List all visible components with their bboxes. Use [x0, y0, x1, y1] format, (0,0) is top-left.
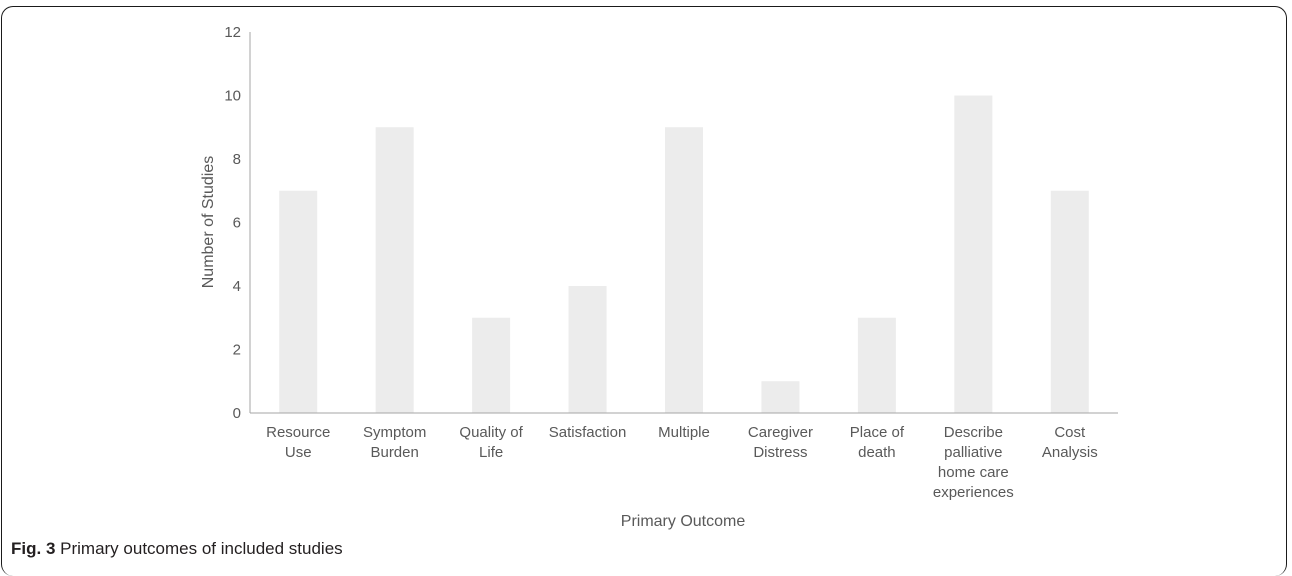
bar-8: [1050, 190, 1089, 413]
y-tick-label: 4: [233, 278, 241, 295]
figure-caption: Fig. 3 Primary outcomes of included stud…: [11, 539, 343, 559]
y-tick-label: 10: [224, 88, 241, 105]
x-tick-label: Cost Analysis: [1042, 424, 1098, 461]
y-tick-label: 6: [233, 215, 241, 232]
bar-6: [857, 317, 896, 413]
axes-group: [249, 32, 1118, 414]
bars-group: [279, 95, 1089, 413]
y-ticks-group: 0 2 4 6 8 10 12: [224, 24, 241, 422]
figure-caption-text: Primary outcomes of included studies: [55, 539, 343, 558]
y-axis-label: Number of Studies: [200, 156, 217, 289]
bar-4: [665, 127, 703, 413]
bar-5: [761, 381, 800, 413]
x-tick-label: Quality of Life: [459, 424, 523, 461]
y-tick-label: 12: [224, 24, 241, 41]
x-axis-label: Primary Outcome: [621, 513, 746, 530]
bar-3: [568, 286, 607, 413]
x-tick-label: Place of death: [850, 424, 905, 461]
bar-0: [279, 190, 318, 413]
x-tick-label: Multiple: [658, 424, 710, 441]
bar-1: [375, 127, 414, 413]
figure-number: Fig. 3: [11, 539, 56, 558]
bar-7: [954, 95, 993, 413]
x-ticks-group: Resource Use Symptom Burden Quality of Life Sa…: [266, 424, 1098, 501]
x-tick-label: Describe palliative home care experiences: [933, 424, 1014, 501]
figure-frame: [1, 6, 1287, 576]
y-tick-label: 2: [233, 342, 241, 359]
x-tick-label: Satisfaction: [549, 424, 627, 441]
x-tick-label: Caregiver Distress: [748, 424, 813, 461]
y-tick-label: 0: [233, 405, 241, 422]
x-tick-label: Symptom Burden: [363, 424, 426, 461]
y-tick-label: 8: [233, 151, 241, 168]
x-tick-label: Resource Use: [266, 424, 330, 461]
bar-2: [472, 317, 511, 413]
